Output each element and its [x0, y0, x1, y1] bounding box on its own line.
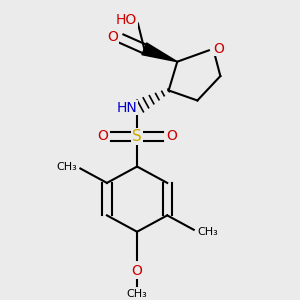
Text: O: O: [132, 264, 142, 278]
Text: HO: HO: [116, 13, 137, 27]
Text: CH₃: CH₃: [197, 227, 218, 237]
Text: O: O: [98, 129, 108, 143]
Text: HN: HN: [116, 101, 137, 115]
Text: O: O: [166, 129, 177, 143]
Text: O: O: [213, 42, 224, 56]
Text: S: S: [132, 129, 142, 144]
Polygon shape: [142, 43, 177, 62]
Text: O: O: [107, 30, 118, 44]
Text: CH₃: CH₃: [56, 161, 77, 172]
Text: CH₃: CH₃: [127, 289, 148, 298]
